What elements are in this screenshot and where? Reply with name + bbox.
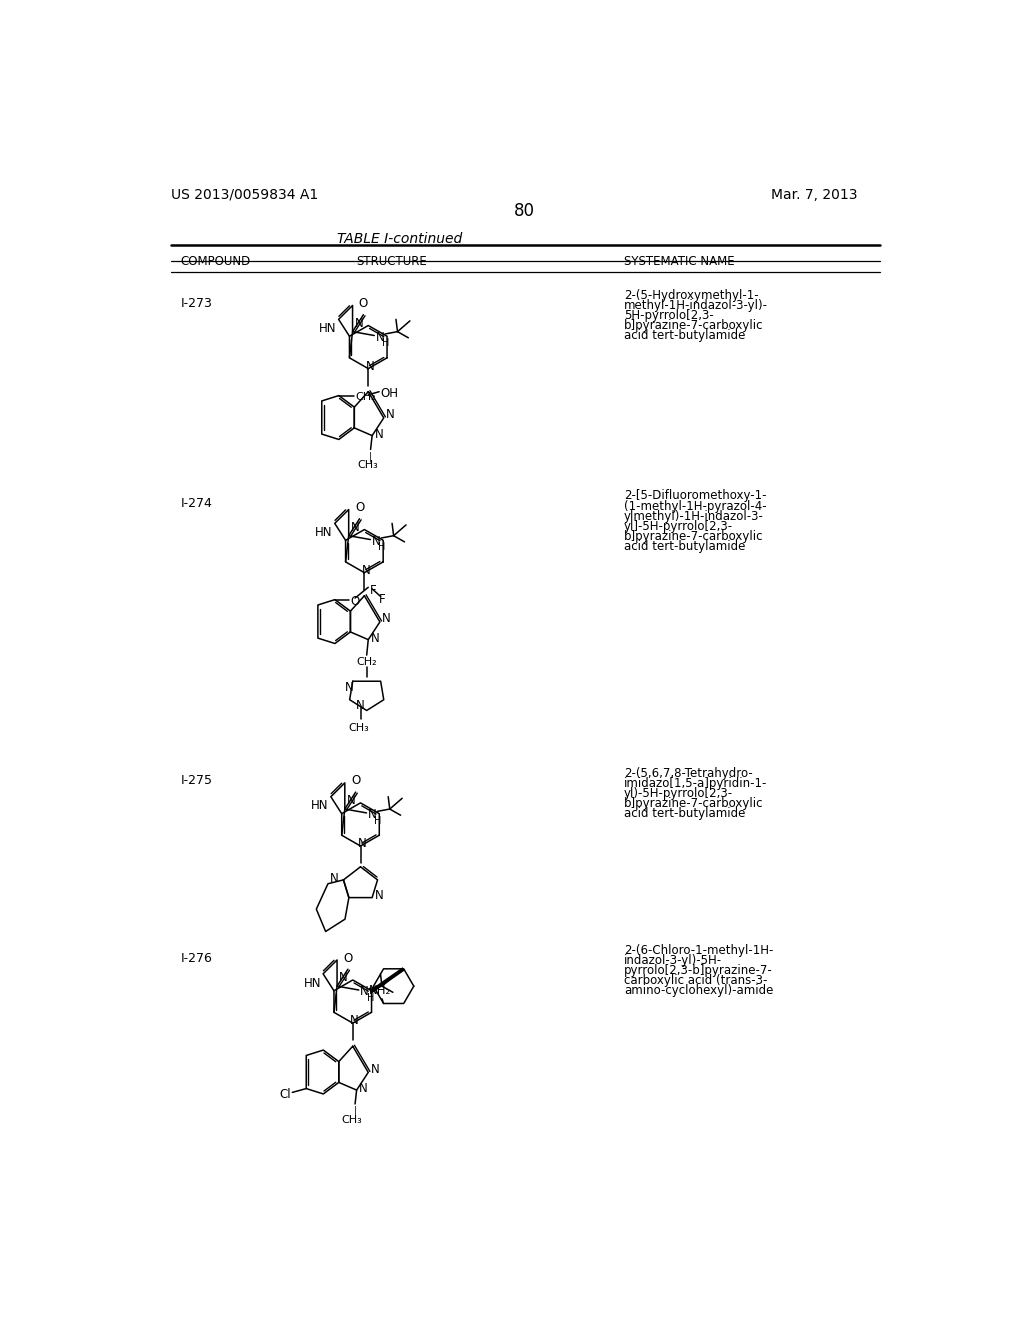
Text: STRUCTURE: STRUCTURE [356,256,427,268]
Text: N: N [366,360,374,372]
Text: b]pyrazine-7-carboxylic: b]pyrazine-7-carboxylic [624,529,764,543]
Text: O: O [351,775,360,788]
Text: acid tert-butylamide: acid tert-butylamide [624,807,745,820]
Text: O: O [343,952,352,965]
Text: NH₂: NH₂ [369,985,391,998]
Text: N: N [371,1063,379,1076]
Text: N: N [330,871,339,884]
Text: F: F [370,583,377,597]
Text: N: N [345,681,354,694]
Text: 5H-pyrrolo[2,3-: 5H-pyrrolo[2,3- [624,309,714,322]
Text: Cl: Cl [280,1088,291,1101]
Text: 2-(5-Hydroxymethyl-1-: 2-(5-Hydroxymethyl-1- [624,289,759,302]
Text: |: | [353,1106,356,1115]
Text: N: N [357,837,367,850]
Text: acid tert-butylamide: acid tert-butylamide [624,540,745,553]
Text: I-274: I-274 [180,498,213,511]
Text: N: N [359,1082,368,1096]
Text: N: N [375,888,383,902]
Text: O: O [355,502,365,515]
Text: 2-[5-Difluoromethoxy-1-: 2-[5-Difluoromethoxy-1- [624,490,767,503]
Text: N: N [375,428,383,441]
Text: N: N [360,985,369,998]
Text: amino-cyclohexyl)-amide: amino-cyclohexyl)-amide [624,983,773,997]
Text: (1-methyl-1H-pyrazol-4-: (1-methyl-1H-pyrazol-4- [624,499,767,512]
Text: ylmethyl)-1H-indazol-3-: ylmethyl)-1H-indazol-3- [624,510,764,523]
Text: 2-(5,6,7,8-Tetrahydro-: 2-(5,6,7,8-Tetrahydro- [624,767,753,780]
Text: N: N [339,972,348,985]
Text: |: | [369,451,372,462]
Text: N: N [350,520,359,533]
Text: yl)-5H-pyrrolo[2,3-: yl)-5H-pyrrolo[2,3- [624,787,733,800]
Text: N: N [361,564,371,577]
Text: OH: OH [381,387,398,400]
Text: CH₂: CH₂ [356,656,377,667]
Text: HN: HN [311,800,329,813]
Text: yl]-5H-pyrrolo[2,3-: yl]-5H-pyrrolo[2,3- [624,520,733,532]
Text: H: H [378,543,385,552]
Text: CH₂: CH₂ [356,392,377,403]
Text: H: H [382,338,389,348]
Text: O: O [358,297,368,310]
Text: b]pyrazine-7-carboxylic: b]pyrazine-7-carboxylic [624,797,764,809]
Text: 2-(6-Chloro-1-methyl-1H-: 2-(6-Chloro-1-methyl-1H- [624,944,773,957]
Text: US 2013/0059834 A1: US 2013/0059834 A1 [171,187,317,202]
Text: SYSTEMATIC NAME: SYSTEMATIC NAME [624,256,734,268]
Text: N: N [356,700,365,713]
Text: CH₃: CH₃ [342,1114,362,1125]
Text: acid tert-butylamide: acid tert-butylamide [624,330,745,342]
Text: N: N [354,317,364,330]
Text: HN: HN [319,322,337,335]
Text: H: H [374,816,382,825]
Text: I-275: I-275 [180,775,213,788]
Text: indazol-3-yl)-5H-: indazol-3-yl)-5H- [624,954,722,966]
Text: b]pyrazine-7-carboxylic: b]pyrazine-7-carboxylic [624,319,764,333]
Text: N: N [382,612,391,626]
Text: N: N [372,535,381,548]
Text: F: F [379,593,386,606]
Text: HN: HN [303,977,321,990]
Text: pyrrolo[2,3-b]pyrazine-7-: pyrrolo[2,3-b]pyrazine-7- [624,964,773,977]
Text: N: N [376,330,385,343]
Text: O: O [350,594,359,607]
Text: methyl-1H-indazol-3-yl)-: methyl-1H-indazol-3-yl)- [624,300,768,313]
Text: 80: 80 [514,202,536,220]
Text: CH₃: CH₃ [357,461,378,470]
Text: N: N [368,808,377,821]
Text: carboxylic acid (trans-3-: carboxylic acid (trans-3- [624,974,767,987]
Text: H: H [367,993,374,1003]
Text: Mar. 7, 2013: Mar. 7, 2013 [771,187,858,202]
Text: N: N [386,408,395,421]
Text: CH₃: CH₃ [348,723,370,733]
Text: I-276: I-276 [180,952,213,965]
Text: N: N [350,1014,358,1027]
Text: HN: HN [315,527,333,539]
Text: imidazo[1,5-a]pyridin-1-: imidazo[1,5-a]pyridin-1- [624,776,767,789]
Text: COMPOUND: COMPOUND [180,256,251,268]
Text: I-273: I-273 [180,297,213,310]
Text: N: N [371,631,379,644]
Text: TABLE I-continued: TABLE I-continued [337,231,462,246]
Text: N: N [347,795,355,807]
